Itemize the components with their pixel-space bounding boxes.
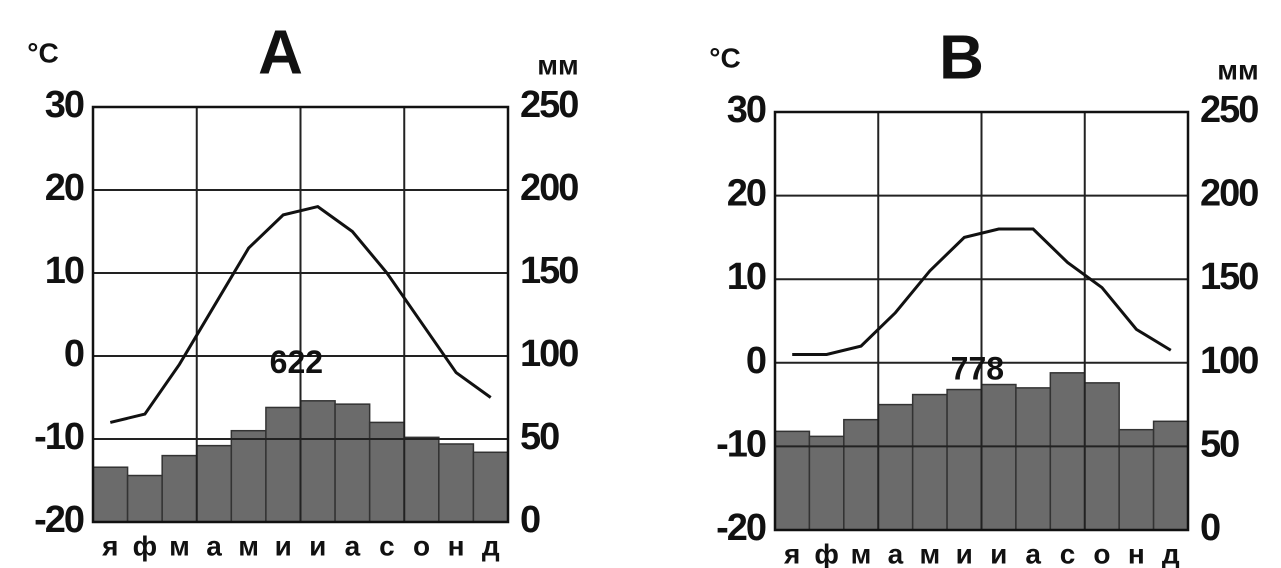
y-tick-label: -10 xyxy=(716,423,766,465)
month-label: о xyxy=(1093,538,1110,568)
precip-bar xyxy=(946,388,983,531)
precip-bar xyxy=(911,393,948,531)
y-tick-label: 10 xyxy=(727,256,766,298)
chart-title: А xyxy=(258,18,303,87)
month-label: м xyxy=(238,530,259,561)
precip-bar xyxy=(1015,387,1052,531)
y2-tick-label: 100 xyxy=(520,333,578,375)
precip-bar xyxy=(92,466,129,523)
month-label: а xyxy=(1025,538,1041,568)
y2-tick-label: 0 xyxy=(520,499,540,541)
month-label: м xyxy=(920,538,941,568)
y2-tick-label: 150 xyxy=(520,250,578,292)
precip-bar xyxy=(265,406,302,523)
precip-bar xyxy=(126,474,163,523)
temperature-line xyxy=(109,204,492,424)
y-tick-label: 10 xyxy=(45,250,84,292)
y2-tick-label: 100 xyxy=(1200,340,1258,382)
month-label: и xyxy=(309,530,326,561)
precip-bar xyxy=(1084,382,1120,531)
temperature-line xyxy=(792,227,1172,356)
y-tick-label: 0 xyxy=(746,340,766,382)
month-label: и xyxy=(275,530,292,561)
precip-bar xyxy=(808,435,845,531)
y2-tick-label: 250 xyxy=(1200,89,1258,131)
y-tick-label: 0 xyxy=(64,333,84,375)
y2-tick-label: 0 xyxy=(1200,507,1220,549)
y2-tick-label: 250 xyxy=(520,84,578,126)
y-tick-label: -20 xyxy=(34,499,84,541)
y2-tick-label: 50 xyxy=(1200,423,1239,465)
precip-bar xyxy=(161,454,198,523)
month-label: я xyxy=(783,538,800,568)
month-label: с xyxy=(379,530,395,561)
chart-title: В xyxy=(939,23,984,92)
annual-precip: 778 xyxy=(951,351,1004,387)
y2-tick-label: 200 xyxy=(520,167,578,209)
precip-bar xyxy=(196,444,233,523)
precip-bar xyxy=(1152,420,1189,531)
y-tick-label: 30 xyxy=(727,89,766,131)
annual-precip: 622 xyxy=(270,344,323,380)
month-label: а xyxy=(206,530,222,561)
y2-tick-label: 200 xyxy=(1200,173,1258,215)
y-tick-label: 20 xyxy=(45,167,84,209)
y-tick-label: 20 xyxy=(727,173,766,215)
precip-bar xyxy=(1049,372,1086,531)
month-label: и xyxy=(956,538,973,568)
month-label: м xyxy=(851,538,872,568)
month-label: ф xyxy=(814,538,839,568)
precip-bar xyxy=(334,403,371,523)
precip-bar xyxy=(843,418,879,531)
y2-axis-unit: мм xyxy=(1217,54,1258,85)
y-axis-unit: °С xyxy=(27,37,58,68)
month-label: д xyxy=(1162,538,1180,568)
y-tick-label: -10 xyxy=(34,416,84,458)
precip-bar xyxy=(877,403,914,531)
month-label: д xyxy=(482,530,500,561)
y2-tick-label: 150 xyxy=(1200,256,1258,298)
month-label: а xyxy=(888,538,904,568)
precip-bar xyxy=(980,383,1017,531)
month-label: н xyxy=(448,530,465,561)
precip-bar xyxy=(230,429,267,523)
precip-bar xyxy=(472,451,509,523)
month-label: м xyxy=(169,530,190,561)
precip-bar xyxy=(299,400,336,523)
y-axis-unit: °С xyxy=(709,42,740,73)
y2-tick-label: 50 xyxy=(520,416,559,458)
precip-bar xyxy=(1118,428,1155,531)
precip-bar xyxy=(403,436,440,523)
plot-frame xyxy=(91,105,510,524)
y-tick-label: 30 xyxy=(45,84,84,126)
month-label: и xyxy=(990,538,1007,568)
y-tick-label: -20 xyxy=(716,507,766,549)
month-label: я xyxy=(101,530,118,561)
month-label: н xyxy=(1128,538,1145,568)
month-label: о xyxy=(413,530,430,561)
precip-bar xyxy=(368,421,405,523)
month-label: с xyxy=(1060,538,1076,568)
month-label: а xyxy=(345,530,361,561)
month-label: ф xyxy=(133,530,158,561)
plot-frame xyxy=(773,110,1190,532)
precip-bar xyxy=(438,443,475,523)
y2-axis-unit: мм xyxy=(537,49,578,80)
